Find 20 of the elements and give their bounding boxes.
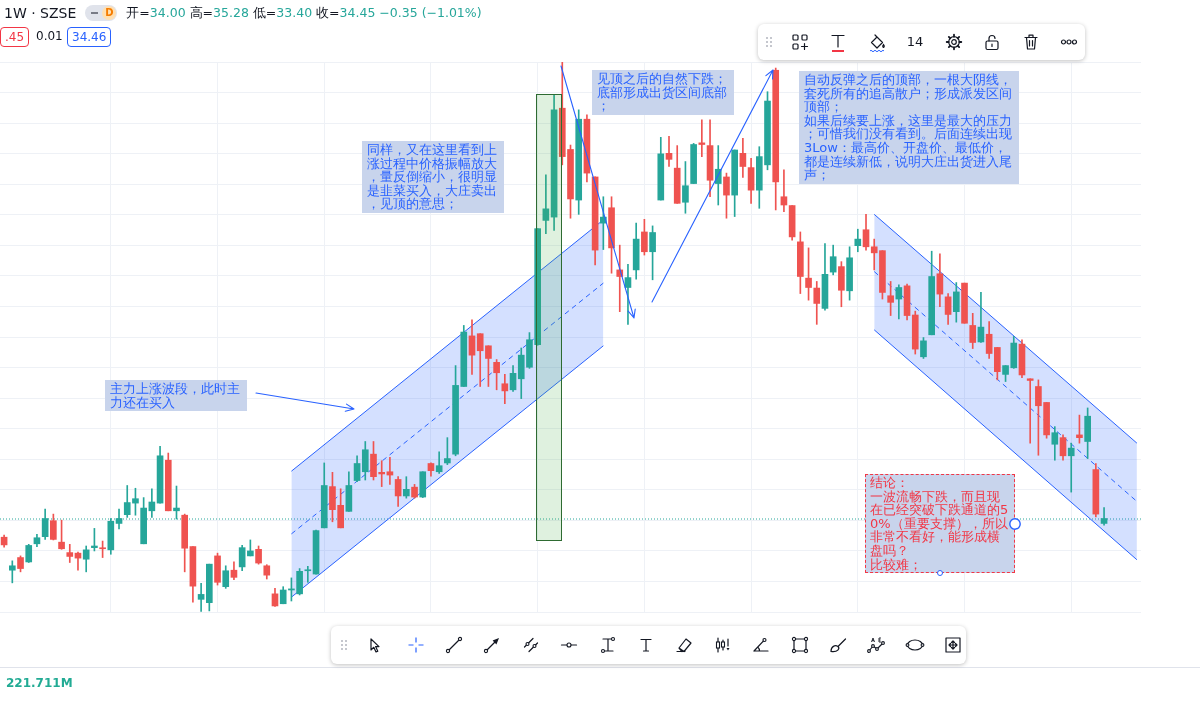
text: 221.711M bbox=[6, 676, 73, 690]
annotation: 如果后续要上涨，这里是最大的压力；可惜我们没有看到。后面连续出现3Low：最高价、开盘价、最低价， bbox=[804, 112, 1013, 155]
text: 0.01 bbox=[35, 28, 64, 45]
annotation: 结论： bbox=[870, 475, 910, 490]
status-badge: D bbox=[85, 5, 118, 21]
annotation: 同样，又在这里看到上涨过程中价格振幅放大，量反倒缩小，很明显是韭菜买入，大庄卖出，见顶的意思； bbox=[367, 142, 498, 212]
annotation: 比较难； bbox=[870, 556, 923, 572]
annotation: 见顶之后的自然下跌；底部形成出货区间底部； bbox=[597, 71, 728, 114]
chart-title: 1W · SZSE bbox=[4, 5, 77, 21]
candlestick bbox=[304, 566, 312, 583]
text: 开=34.00 高=35.28 低=33.40 收=34.45 −0.35 (−1.01%) bbox=[126, 4, 482, 20]
annotation: 自动反弹之后的顶部，一根大阴线，套死所有的追高散户；形成派发区间顶部； bbox=[804, 72, 1013, 115]
toolbar: 14 bbox=[758, 24, 1085, 60]
annotation: 都是连续新低，说明大庄出货进入尾声； bbox=[804, 153, 1013, 183]
candlestick bbox=[419, 471, 427, 498]
text: .45 bbox=[0, 27, 30, 47]
annotation: 主力上涨波段，此时主力还在买入 bbox=[110, 381, 241, 410]
text: 34.46 bbox=[67, 27, 112, 47]
candlestick bbox=[1026, 378, 1034, 444]
annotation: 一波流畅下跌，而且现在已经突破下跌通道的50%（重要支撑），所以非常不看好，能形成横盘吗？ bbox=[870, 488, 1010, 558]
